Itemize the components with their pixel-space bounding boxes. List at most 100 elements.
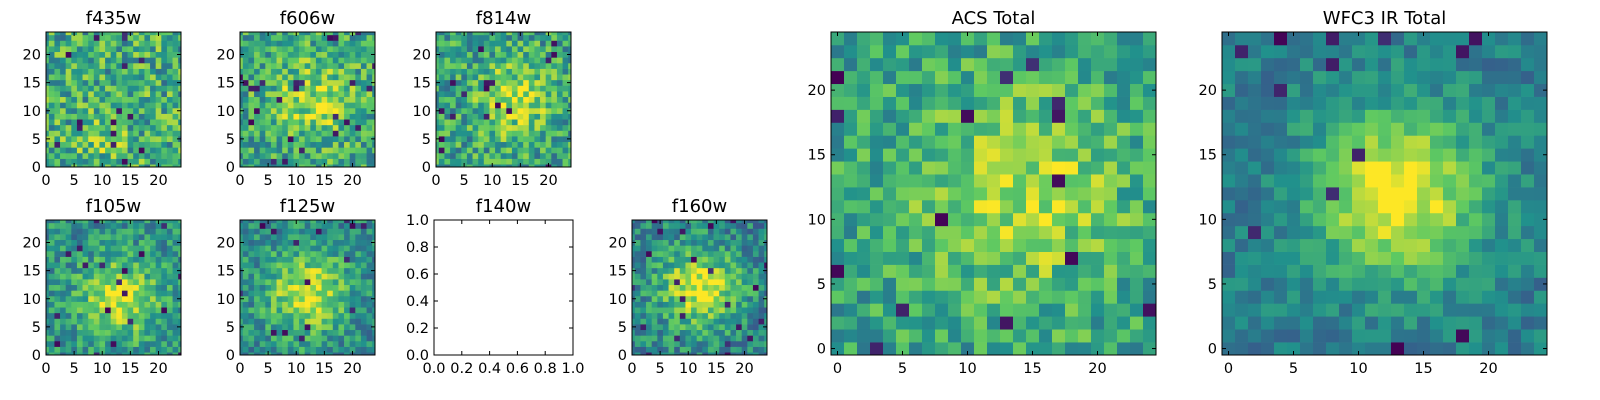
heatmap-cell [1000, 148, 1014, 162]
heatmap-cell [116, 119, 123, 126]
heatmap-cell [121, 34, 128, 41]
heatmap-cell [150, 295, 157, 302]
heatmap-cell [1326, 238, 1340, 252]
heatmap-cell [304, 62, 311, 69]
heatmap-cell [1078, 122, 1092, 136]
heatmap-cell [242, 228, 249, 235]
heatmap-cell [166, 130, 173, 137]
x-tick-label: 5 [656, 361, 665, 377]
heatmap-cell [240, 32, 244, 36]
heatmap-cell [758, 318, 765, 325]
heatmap-cell [646, 279, 653, 286]
y-tick-label: 15 [23, 76, 41, 92]
heatmap-cell [646, 256, 653, 263]
heatmap-cell [436, 62, 440, 69]
axes-frame [830, 31, 1157, 356]
heatmap-cell [1534, 316, 1548, 330]
heatmap-cell [870, 44, 884, 59]
heatmap-cell [270, 141, 277, 148]
heatmap-cell [161, 32, 168, 36]
heatmap-cell [438, 96, 445, 103]
heatmap-cell [1065, 70, 1079, 85]
heatmap-cell [76, 245, 83, 252]
heatmap-cell [138, 318, 145, 325]
heatmap-cell [1235, 342, 1249, 356]
heatmap-cell [511, 34, 518, 41]
heatmap-cell [747, 239, 754, 246]
heatmap-cell [88, 222, 95, 229]
heatmap-cell [551, 32, 558, 36]
x-tick-label: 5 [70, 173, 79, 189]
heatmap-cell [270, 352, 277, 356]
heatmap-cell [82, 318, 89, 325]
heatmap-cell [1378, 303, 1392, 317]
heatmap-cell [259, 136, 266, 143]
heatmap-cell [1235, 277, 1249, 291]
heatmap-cell [332, 130, 339, 137]
heatmap-cell [444, 102, 451, 109]
heatmap-cell [265, 340, 272, 347]
heatmap-cell [730, 245, 737, 252]
heatmap-cell [752, 250, 759, 257]
heatmap-cell [304, 51, 311, 58]
heatmap-cell [1091, 57, 1105, 72]
heatmap-cell [344, 222, 351, 229]
heatmap-cell [1495, 251, 1509, 265]
heatmap-cell [293, 239, 300, 246]
heatmap-cell [287, 234, 294, 241]
heatmap-cell [679, 239, 686, 246]
heatmap-cell [831, 212, 845, 227]
heatmap-cell [1248, 316, 1262, 330]
heatmap-cell [1352, 277, 1366, 291]
heatmap-cell [110, 279, 117, 286]
heatmap-cell [265, 228, 272, 235]
heatmap-cell [155, 324, 162, 331]
heatmap-cell [489, 40, 496, 47]
heatmap-cell [679, 290, 686, 297]
heatmap-cell [506, 124, 513, 131]
heatmap-cell [93, 136, 100, 143]
heatmap-cell [1091, 96, 1105, 110]
heatmap-cell [444, 62, 451, 69]
heatmap-cell [138, 340, 145, 347]
heatmap-cell [562, 74, 569, 81]
heatmap-cell [713, 346, 720, 353]
axes-frame [239, 31, 376, 168]
heatmap-cell [438, 107, 445, 114]
heatmap-cell [1052, 122, 1066, 136]
heatmap-cell [747, 346, 754, 353]
heatmap-cell [461, 152, 468, 159]
heatmap-cell [161, 290, 168, 297]
heatmap-cell [299, 273, 306, 280]
heatmap-cell [764, 256, 768, 263]
heatmap-cell [321, 130, 328, 137]
heatmap-cell [265, 107, 272, 114]
heatmap-cell [332, 312, 339, 319]
heatmap-cell [265, 85, 272, 92]
heatmap-cell [758, 267, 765, 274]
heatmap-cell [632, 335, 636, 342]
x-tick-label: 0 [41, 173, 50, 189]
heatmap-cell [450, 164, 457, 168]
heatmap-cell [276, 40, 283, 47]
heatmap-cell [248, 267, 255, 274]
heatmap-cell [534, 68, 541, 75]
heatmap-cell [987, 199, 1001, 214]
heatmap-cell [282, 352, 289, 356]
heatmap-cell [1091, 83, 1105, 97]
heatmap-cell [674, 340, 681, 347]
heatmap-cell [110, 250, 117, 257]
heatmap-cell [730, 324, 737, 331]
heatmap-cell [730, 295, 737, 302]
heatmap-cell [506, 91, 513, 98]
heatmap-cell [438, 136, 445, 143]
heatmap-cell [987, 187, 1001, 201]
heatmap-cell [166, 352, 173, 356]
heatmap-cell [265, 273, 272, 280]
y-tick-label: 0.8 [406, 240, 429, 256]
heatmap-cell [870, 342, 884, 356]
heatmap-cell [1026, 342, 1040, 356]
heatmap-cell [82, 256, 89, 263]
heatmap-cell [46, 346, 50, 353]
heatmap-cell [155, 307, 162, 314]
